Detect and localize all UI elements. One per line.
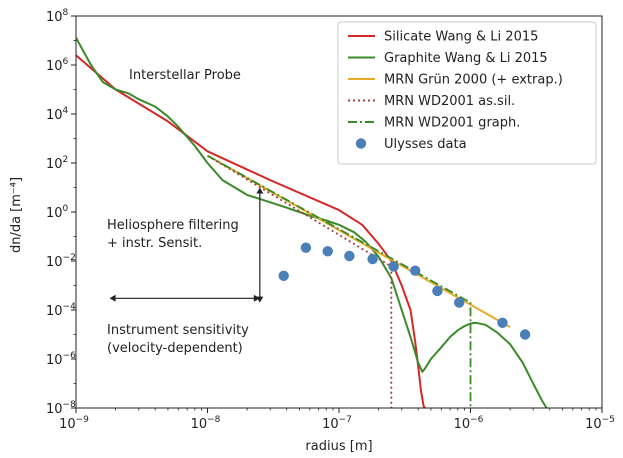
plot-area (76, 37, 548, 408)
y-tick-label: 102 (46, 155, 68, 172)
y-tick-label: 100 (46, 204, 69, 221)
annotation-interstellar-probe: Interstellar Probe (129, 68, 241, 83)
data-point (322, 246, 333, 257)
x-tick-label: 10−7 (322, 415, 352, 432)
legend-entry-label: MRN Grün 2000 (+ extrap.) (384, 73, 563, 88)
y-tick-label: 104 (46, 106, 69, 123)
arrow-head (256, 187, 264, 194)
series-ulysses-data (278, 242, 531, 340)
legend-entry-label: Ulysses data (384, 137, 467, 152)
axes: 10−9 10−8 10−7 10−6 10−510810610410210010−21… (46, 8, 615, 432)
legend-entry-label: Silicate Wang & Li 2015 (384, 30, 538, 45)
y-axis-label: dn/da [m⁻⁴] (9, 177, 24, 253)
y-tick-label: 10−4 (46, 302, 76, 319)
annotation-instrument-sensitivity: Instrument sensitivity (velocity-dependen… (107, 323, 249, 356)
legend-entry-label: Graphite Wang & Li 2015 (384, 51, 548, 66)
arrow-head (109, 294, 116, 302)
y-tick-label: 10−6 (46, 351, 76, 368)
data-point (388, 261, 399, 272)
data-point (344, 250, 355, 262)
legend-entry-label: MRN WD2001 as.sil. (384, 94, 515, 109)
series-line-4 (207, 154, 472, 408)
x-tick-label: 10−8 (191, 415, 221, 432)
arrow-head (253, 294, 260, 302)
legend-marker (355, 138, 367, 149)
data-point (432, 285, 443, 297)
legend: Silicate Wang & Li 2015 Graphite Wang & L… (337, 21, 597, 165)
annotations: Interstellar Probe Heliosphere filtering +… (107, 68, 264, 356)
x-tick-label: 10−5 (585, 415, 615, 432)
data-point (367, 253, 378, 265)
x-tick-label: 10−6 (454, 415, 484, 432)
data-point (519, 329, 531, 340)
x-axis-label: radius [m] (305, 439, 372, 454)
series-line-3 (207, 154, 393, 408)
data-point (410, 265, 421, 276)
y-tick-label: 10−8 (46, 400, 76, 417)
y-tick-label: 10−2 (46, 253, 76, 270)
data-point (300, 242, 312, 253)
y-tick-label: 108 (46, 8, 69, 25)
legend-box (337, 21, 597, 165)
annotation-heliosphere-filtering: Heliosphere filtering + instr. Sensit. (107, 218, 239, 251)
data-point (278, 270, 289, 281)
x-tick-label: 10−9 (59, 415, 89, 432)
data-point (497, 317, 508, 328)
data-point (454, 297, 465, 308)
legend-entry-label: MRN WD2001 graph. (384, 116, 520, 131)
y-tick-label: 106 (46, 57, 69, 74)
